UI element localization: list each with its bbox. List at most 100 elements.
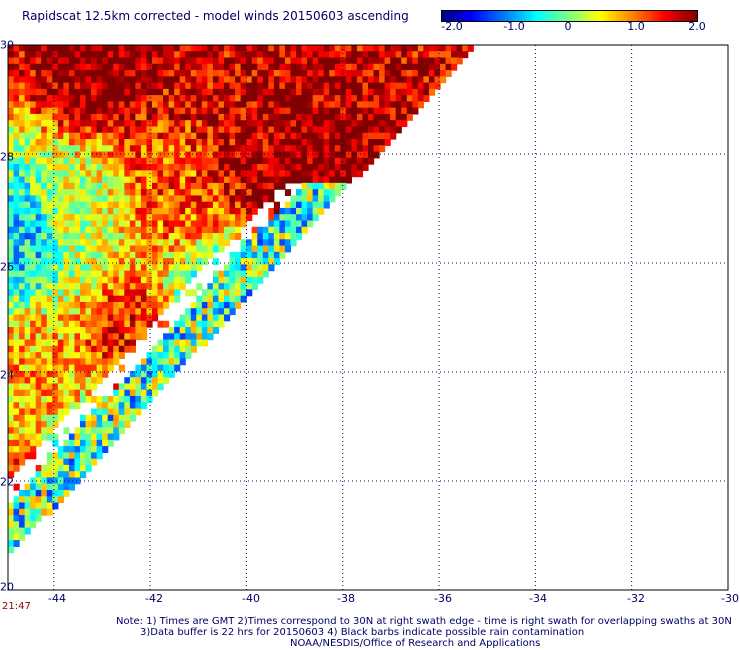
wind-diff-cell xyxy=(329,63,336,71)
wind-diff-cell xyxy=(63,207,70,215)
wind-diff-cell xyxy=(91,176,98,184)
wind-diff-cell xyxy=(102,439,109,447)
wind-diff-cell xyxy=(91,170,98,178)
wind-diff-cell xyxy=(52,164,59,171)
wind-diff-cell xyxy=(163,214,170,222)
wind-diff-cell xyxy=(390,113,397,121)
wind-diff-cell xyxy=(52,458,59,466)
wind-diff-cell xyxy=(35,63,42,71)
wind-diff-cell xyxy=(329,88,336,96)
wind-diff-cell xyxy=(46,276,53,284)
wind-diff-cell xyxy=(273,239,280,247)
wind-diff-cell xyxy=(224,176,231,184)
wind-diff-cell xyxy=(129,82,136,90)
wind-diff-cell xyxy=(129,139,136,146)
wind-diff-cell xyxy=(102,402,109,410)
wind-diff-cell xyxy=(118,264,125,272)
wind-diff-cell xyxy=(174,201,181,209)
wind-diff-cell xyxy=(140,201,148,209)
wind-diff-cell xyxy=(80,107,87,115)
wind-diff-cell xyxy=(207,207,214,215)
wind-diff-cell xyxy=(340,145,347,153)
wind-diff-cell xyxy=(152,345,159,353)
wind-diff-cell xyxy=(91,132,98,140)
wind-diff-cell xyxy=(218,164,225,171)
wind-diff-cell xyxy=(229,57,236,65)
wind-diff-cell xyxy=(74,377,81,385)
wind-diff-cell xyxy=(52,339,59,347)
wind-diff-cell xyxy=(24,452,31,460)
wind-diff-cell xyxy=(224,57,231,65)
wind-diff-cell xyxy=(85,339,92,347)
wind-diff-cell xyxy=(268,82,275,90)
wind-diff-cell xyxy=(13,452,20,460)
wind-diff-cell xyxy=(384,70,391,77)
wind-diff-cell xyxy=(68,446,76,453)
wind-diff-cell xyxy=(96,151,103,159)
wind-diff-cell xyxy=(185,151,192,159)
wind-diff-cell xyxy=(251,251,258,259)
wind-diff-cell xyxy=(46,502,53,510)
wind-diff-cell xyxy=(13,233,20,240)
wind-diff-cell xyxy=(68,389,76,397)
wind-diff-cell xyxy=(135,195,142,203)
wind-diff-cell xyxy=(257,239,264,247)
wind-diff-cell xyxy=(124,45,131,52)
wind-diff-cell xyxy=(279,145,286,153)
wind-diff-cell xyxy=(262,113,269,121)
wind-diff-cell xyxy=(340,126,347,134)
wind-diff-cell xyxy=(102,82,109,90)
wind-diff-cell xyxy=(273,132,280,140)
wind-diff-cell xyxy=(157,76,164,84)
wind-diff-cell xyxy=(273,201,280,209)
wind-diff-cell xyxy=(140,157,148,165)
wind-diff-cell xyxy=(390,101,397,109)
wind-diff-cell xyxy=(46,433,53,441)
wind-diff-cell xyxy=(107,352,114,359)
wind-diff-cell xyxy=(13,389,20,397)
wind-diff-cell xyxy=(85,295,92,303)
wind-diff-cell xyxy=(85,88,92,96)
wind-diff-cell xyxy=(146,51,153,59)
wind-diff-cell xyxy=(296,201,303,209)
wind-diff-cell xyxy=(41,289,48,297)
wind-diff-cell xyxy=(401,51,408,59)
wind-diff-cell xyxy=(318,107,325,115)
wind-diff-cell xyxy=(41,214,48,222)
wind-diff-cell xyxy=(107,245,114,253)
wind-diff-cell xyxy=(240,182,247,190)
wind-diff-cell xyxy=(434,82,441,90)
wind-diff-cell xyxy=(290,239,297,247)
wind-diff-cell xyxy=(96,270,103,278)
wind-diff-cell xyxy=(157,157,164,165)
wind-diff-cell xyxy=(35,289,42,297)
wind-diff-cell xyxy=(91,427,98,435)
wind-diff-cell xyxy=(80,327,87,334)
wind-diff-cell xyxy=(284,88,292,96)
wind-diff-cell xyxy=(96,126,103,134)
wind-diff-cell xyxy=(240,107,247,115)
wind-diff-cell xyxy=(329,76,336,84)
wind-diff-cell xyxy=(24,151,31,159)
wind-diff-cell xyxy=(212,113,220,121)
wind-diff-cell xyxy=(356,95,364,103)
wind-diff-cell xyxy=(80,157,87,165)
wind-diff-cell xyxy=(168,201,175,209)
wind-diff-cell xyxy=(107,364,114,372)
wind-diff-cell xyxy=(41,408,48,416)
wind-diff-cell xyxy=(41,195,48,203)
wind-diff-cell xyxy=(174,264,181,272)
wind-diff-cell xyxy=(157,214,164,222)
wind-diff-cell xyxy=(152,151,159,159)
wind-diff-cell xyxy=(318,157,325,165)
wind-diff-cell xyxy=(218,289,225,297)
wind-diff-cell xyxy=(24,233,31,240)
wind-diff-cell xyxy=(68,151,76,159)
wind-diff-cell xyxy=(190,113,197,121)
wind-diff-cell xyxy=(174,364,181,372)
wind-diff-cell xyxy=(168,220,175,228)
wind-diff-cell xyxy=(179,107,186,115)
wind-diff-cell xyxy=(307,207,314,215)
wind-diff-cell xyxy=(24,88,31,96)
wind-diff-cell xyxy=(284,82,292,90)
